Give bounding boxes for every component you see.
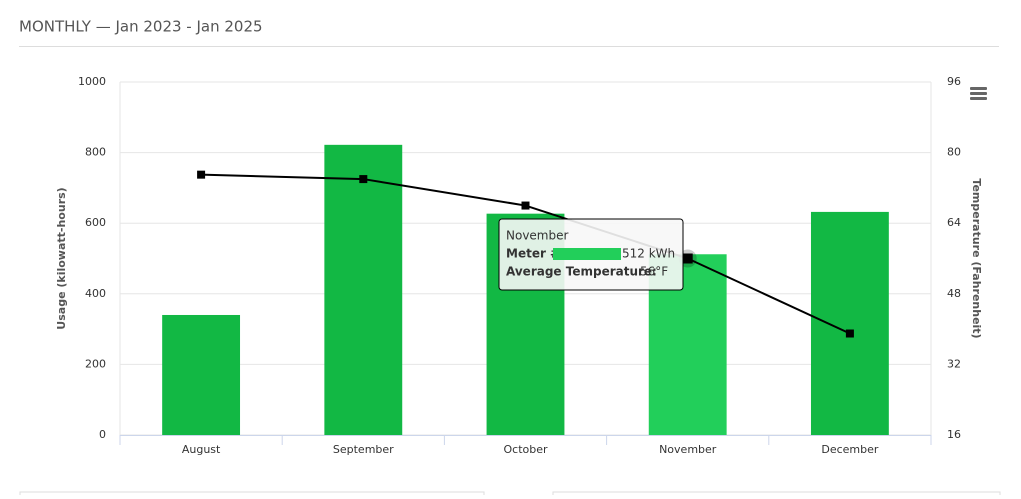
y-tick-label: 200	[85, 357, 106, 370]
tooltip-title: November	[506, 229, 568, 243]
x-tick-label: November	[659, 443, 717, 456]
y2-tick-label: 80	[947, 146, 961, 159]
y-tick-label: 0	[99, 428, 106, 441]
y2-tick-label: 16	[947, 428, 961, 441]
tooltip-series: Meter #	[506, 247, 560, 261]
y-tick-label: 600	[85, 216, 106, 229]
tooltip-temp-label: Average Temperature:	[506, 265, 657, 279]
y2-tick-label: 96	[947, 75, 961, 88]
x-tick-label: August	[182, 443, 221, 456]
header-title: MONTHLY — Jan 2023 - Jan 2025	[19, 18, 263, 36]
tooltip: November Meter # 512 kWh Average Temperatur…	[498, 218, 684, 291]
bar	[162, 314, 241, 435]
point	[197, 170, 206, 179]
x-tick-label: December	[821, 443, 879, 456]
y-tick-label: 800	[85, 146, 106, 159]
point	[845, 329, 854, 338]
tooltip-temp-value: 56°F	[640, 265, 668, 279]
y-tick-label: 400	[85, 287, 106, 300]
y2-tick-label: 48	[947, 287, 961, 300]
y-tick-label: 1000	[78, 75, 106, 88]
tooltip-value: 512 kWh	[622, 247, 675, 261]
point	[359, 175, 368, 184]
x-tick-label: October	[503, 443, 547, 456]
y2-tick-label: 32	[947, 357, 961, 370]
bar	[324, 144, 403, 436]
x-tick-label: September	[333, 443, 394, 456]
chart: 0 200 400 600 800 1000 16 32 48 64 80 96 Usage (kilo…	[55, 75, 983, 456]
y2-tick-label: 64	[947, 216, 961, 229]
redaction	[553, 248, 621, 260]
point	[682, 253, 693, 264]
y-axis-title: Usage (kilowatt-hours)	[55, 187, 68, 329]
bar	[810, 211, 889, 435]
point	[521, 201, 530, 210]
menu-icon[interactable]	[970, 87, 987, 100]
y2-axis-title: Temperature (Fahrenheit)	[970, 178, 983, 338]
